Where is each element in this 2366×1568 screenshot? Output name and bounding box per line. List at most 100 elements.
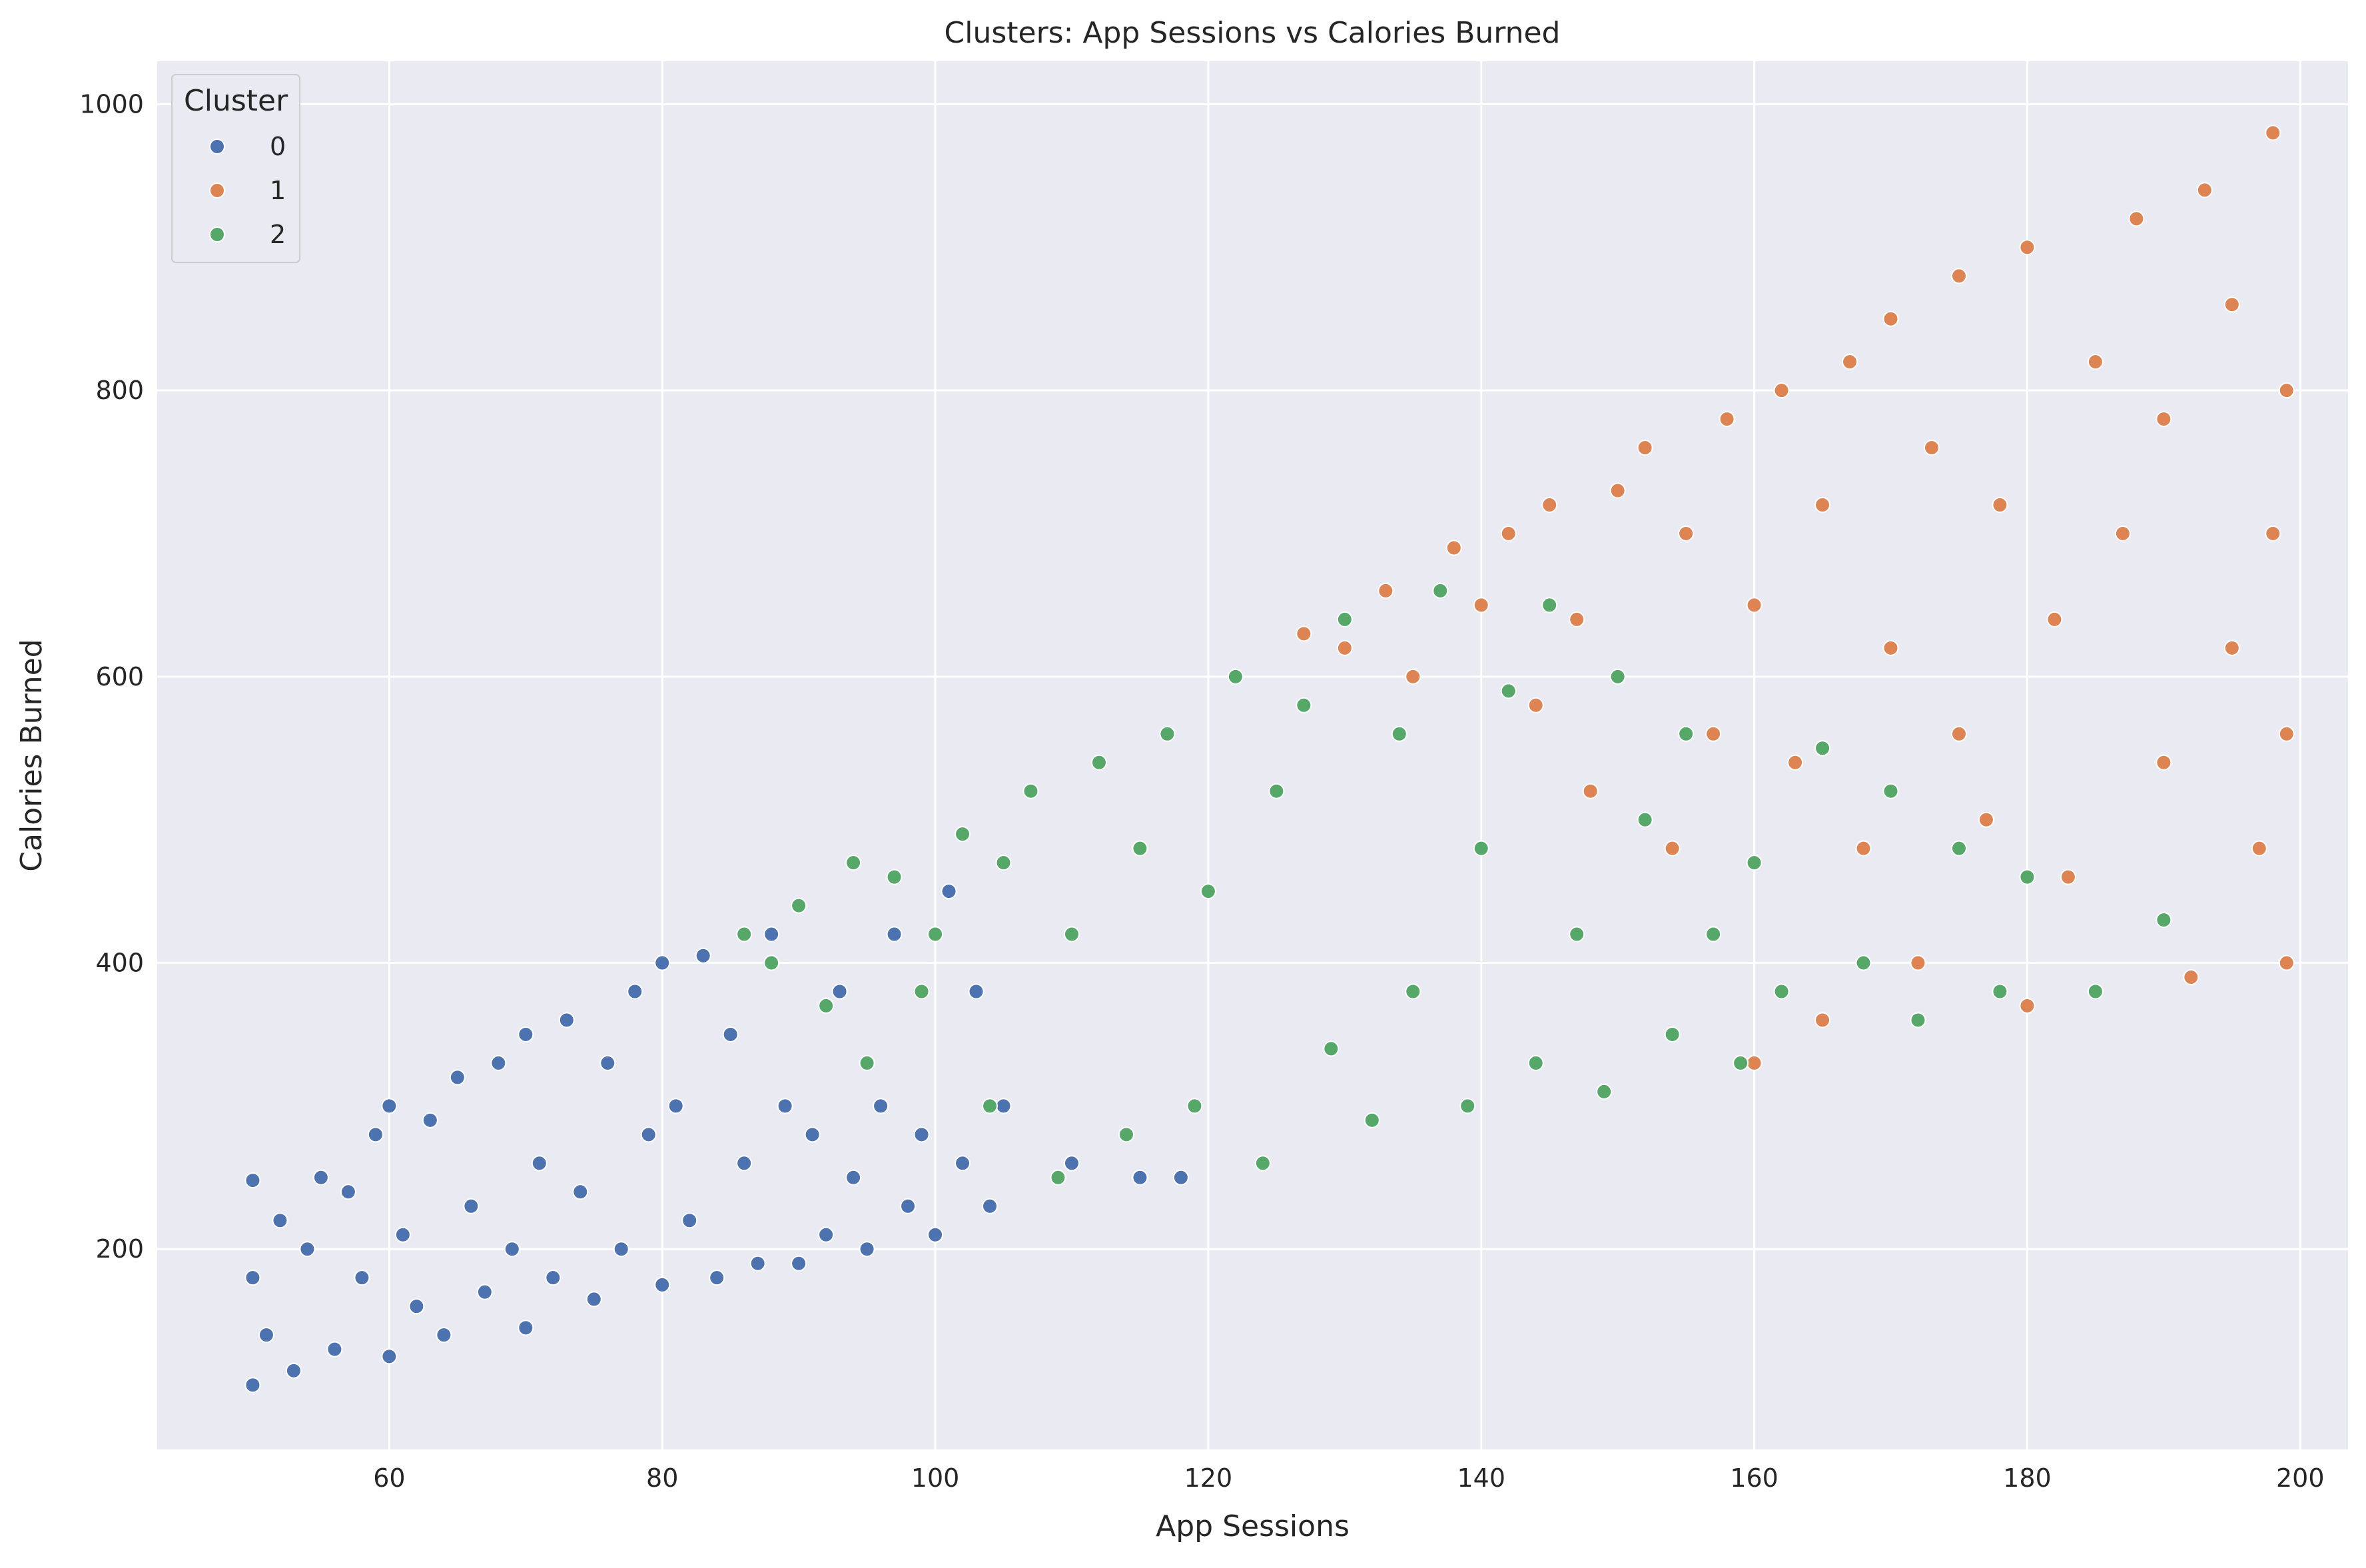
point-cluster-0 <box>736 1155 753 1172</box>
point-cluster-0 <box>518 1026 534 1042</box>
point-cluster-2 <box>1814 740 1831 757</box>
point-cluster-1 <box>1773 382 1790 399</box>
point-cluster-0 <box>681 1212 698 1229</box>
point-cluster-1 <box>1719 411 1735 428</box>
point-cluster-2 <box>1268 783 1285 799</box>
point-cluster-2 <box>1733 1054 1749 1071</box>
legend: Cluster 0 1 2 <box>171 74 300 263</box>
point-cluster-0 <box>1063 1155 1080 1172</box>
point-cluster-0 <box>436 1327 452 1344</box>
point-cluster-0 <box>995 1098 1012 1114</box>
point-cluster-0 <box>791 1255 807 1272</box>
point-cluster-2 <box>1473 840 1489 857</box>
y-tick-label: 400 <box>95 949 144 978</box>
point-cluster-1 <box>2156 411 2172 428</box>
point-cluster-0 <box>845 1169 862 1186</box>
point-cluster-0 <box>244 1377 261 1393</box>
point-cluster-0 <box>695 947 711 964</box>
point-cluster-2 <box>818 997 835 1014</box>
point-cluster-2 <box>1569 926 1585 943</box>
point-cluster-0 <box>886 926 903 943</box>
y-tick-label: 200 <box>95 1234 144 1264</box>
point-cluster-0 <box>408 1298 425 1315</box>
point-cluster-0 <box>312 1169 329 1186</box>
x-tick-label: 100 <box>911 1463 960 1493</box>
point-cluster-0 <box>640 1126 657 1143</box>
point-cluster-0 <box>354 1270 370 1286</box>
point-cluster-1 <box>1842 354 1858 370</box>
legend-items: 0 1 2 <box>209 132 286 249</box>
point-cluster-0 <box>913 1126 930 1143</box>
point-cluster-1 <box>2196 182 2213 198</box>
y-tick-label: 800 <box>95 376 144 405</box>
point-cluster-2 <box>1910 1012 1926 1028</box>
point-cluster-1 <box>1500 525 1517 542</box>
point-cluster-0 <box>831 983 848 1000</box>
point-cluster-0 <box>941 883 957 900</box>
point-cluster-1 <box>1296 625 1312 642</box>
x-tick-label: 200 <box>2276 1463 2325 1493</box>
point-cluster-2 <box>1022 783 1039 799</box>
gridlines <box>157 61 2348 1449</box>
point-cluster-2 <box>1296 697 1312 713</box>
point-cluster-2 <box>886 869 903 885</box>
point-cluster-2 <box>1364 1112 1380 1128</box>
point-cluster-2 <box>1063 926 1080 943</box>
x-tick-label: 180 <box>2003 1463 2052 1493</box>
point-cluster-2 <box>1391 725 1407 742</box>
point-cluster-1 <box>2019 997 2036 1014</box>
point-cluster-2 <box>1596 1083 1613 1100</box>
point-cluster-1 <box>2114 525 2131 542</box>
point-cluster-1 <box>1473 597 1489 613</box>
point-cluster-0 <box>1172 1169 1189 1186</box>
point-cluster-2 <box>1459 1098 1476 1114</box>
point-cluster-0 <box>667 1098 684 1114</box>
point-cluster-0 <box>381 1098 398 1114</box>
point-cluster-0 <box>968 983 985 1000</box>
point-cluster-2 <box>1678 725 1695 742</box>
point-cluster-0 <box>927 1226 944 1243</box>
point-cluster-0 <box>258 1327 274 1344</box>
point-cluster-0 <box>586 1291 602 1308</box>
point-cluster-2 <box>1705 926 1722 943</box>
point-cluster-0 <box>599 1054 616 1071</box>
point-cluster-2 <box>955 826 971 843</box>
point-cluster-1 <box>1814 497 1831 514</box>
point-cluster-2 <box>1159 725 1176 742</box>
point-cluster-2 <box>2019 869 2036 885</box>
point-cluster-1 <box>2046 611 2063 627</box>
point-cluster-1 <box>2223 639 2240 656</box>
point-cluster-1 <box>2223 296 2240 313</box>
point-cluster-0 <box>982 1198 998 1214</box>
point-cluster-1 <box>1609 482 1626 499</box>
point-cluster-1 <box>2251 840 2267 857</box>
point-cluster-0 <box>463 1198 480 1214</box>
point-cluster-1 <box>2278 955 2295 971</box>
point-cluster-1 <box>1637 440 1653 456</box>
point-cluster-0 <box>422 1112 438 1128</box>
point-cluster-1 <box>1664 840 1681 857</box>
y-tick-labels: 200 400 600 800 1000 <box>79 89 144 1264</box>
point-cluster-0 <box>900 1198 917 1214</box>
point-cluster-0 <box>654 1276 671 1293</box>
point-cluster-2 <box>1336 611 1353 627</box>
point-cluster-0 <box>777 1098 793 1114</box>
x-tick-label: 160 <box>1730 1463 1778 1493</box>
point-cluster-0 <box>490 1054 507 1071</box>
point-cluster-0 <box>244 1270 261 1286</box>
point-cluster-2 <box>1227 668 1244 685</box>
point-cluster-1 <box>1569 611 1585 627</box>
point-cluster-2 <box>1882 783 1899 799</box>
point-cluster-0 <box>804 1126 821 1143</box>
point-cluster-1 <box>1787 754 1804 771</box>
point-cluster-1 <box>1855 840 1872 857</box>
point-cluster-1 <box>2019 239 2036 256</box>
point-cluster-2 <box>1405 983 1421 1000</box>
point-cluster-2 <box>1746 855 1763 871</box>
point-cluster-0 <box>367 1126 384 1143</box>
point-cluster-2 <box>736 926 753 943</box>
point-cluster-2 <box>1200 883 1216 900</box>
point-cluster-0 <box>545 1270 562 1286</box>
point-cluster-1 <box>1336 639 1353 656</box>
